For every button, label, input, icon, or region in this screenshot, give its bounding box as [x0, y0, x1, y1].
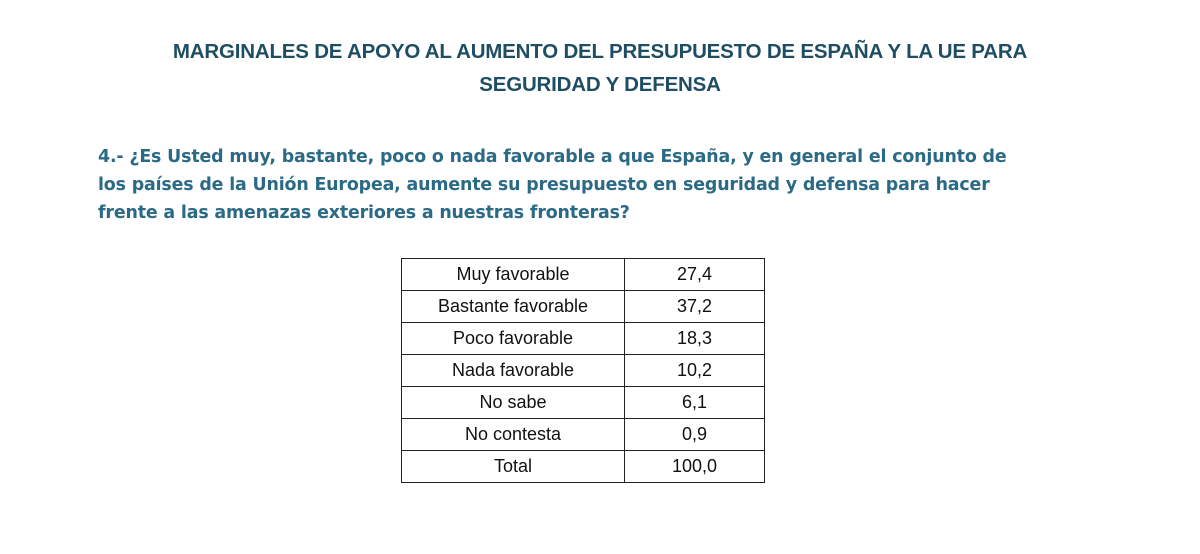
row-value: 10,2	[624, 354, 765, 387]
question-line-2: los países de la Unión Europea, aumente …	[98, 175, 990, 195]
results-table: Muy favorable 27,4 Bastante favorable 37…	[401, 258, 765, 483]
row-label: Nada favorable	[401, 354, 625, 387]
question-line-3: frente a las amenazas exteriores a nuest…	[98, 203, 630, 223]
row-label: Bastante favorable	[401, 290, 625, 323]
table-row: Muy favorable 27,4	[401, 258, 765, 291]
table-row-total: Total 100,0	[401, 450, 765, 483]
table-row: Nada favorable 10,2	[401, 354, 765, 387]
row-label: Poco favorable	[401, 322, 625, 355]
table-row: Bastante favorable 37,2	[401, 290, 765, 323]
title-line-2: SEGURIDAD Y DEFENSA	[479, 73, 721, 96]
survey-question: 4.- ¿Es Usted muy, bastante, poco o nada…	[98, 143, 1088, 227]
document-title: MARGINALES DE APOYO AL AUMENTO DEL PRESU…	[100, 35, 1100, 101]
question-line-1: 4.- ¿Es Usted muy, bastante, poco o nada…	[98, 147, 1007, 167]
row-value: 0,9	[624, 418, 765, 451]
row-value: 37,2	[624, 290, 765, 323]
row-value: 6,1	[624, 386, 765, 419]
row-value: 100,0	[624, 450, 765, 483]
row-label: Total	[401, 450, 625, 483]
table-row: No sabe 6,1	[401, 386, 765, 419]
row-label: No sabe	[401, 386, 625, 419]
row-value: 18,3	[624, 322, 765, 355]
row-label: No contesta	[401, 418, 625, 451]
row-label: Muy favorable	[401, 258, 625, 291]
row-value: 27,4	[624, 258, 765, 291]
table-row: Poco favorable 18,3	[401, 322, 765, 355]
table-row: No contesta 0,9	[401, 418, 765, 451]
title-line-1: MARGINALES DE APOYO AL AUMENTO DEL PRESU…	[172, 40, 1028, 63]
